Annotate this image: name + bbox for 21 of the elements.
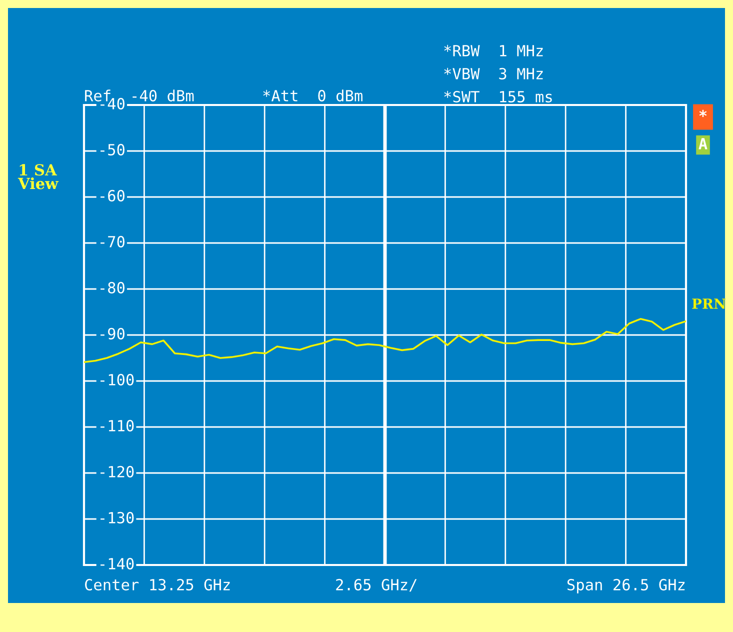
y-tick-label: -130 — [100, 512, 134, 524]
text: Center 13.25 GHz — [85, 578, 230, 590]
text: 1 SA View — [18, 164, 59, 190]
text: *SWT 155 ms — [444, 90, 552, 102]
text: Span 26.5 GHz — [567, 578, 685, 594]
y-tick-label: -90 — [100, 328, 124, 340]
y-tick-label: -100 — [100, 374, 134, 386]
text: A — [698, 138, 708, 150]
y-tick-label: -50 — [100, 144, 124, 156]
y-tick-label: -60 — [100, 190, 124, 202]
text: *VBW 3 MHz — [444, 68, 543, 80]
y-tick-label: -110 — [100, 420, 134, 432]
y-tick-label: -120 — [100, 466, 134, 478]
line-series — [84, 318, 686, 364]
text: 2.65 GHz/ — [336, 578, 417, 592]
y-tick-label: -70 — [100, 236, 124, 248]
text: *RBW 1 MHz — [444, 44, 543, 56]
y-tick-label: -80 — [100, 282, 124, 294]
text: * — [699, 110, 707, 117]
text: *Att 0 dBm — [263, 90, 362, 102]
y-tick-label: -140 — [100, 558, 134, 570]
